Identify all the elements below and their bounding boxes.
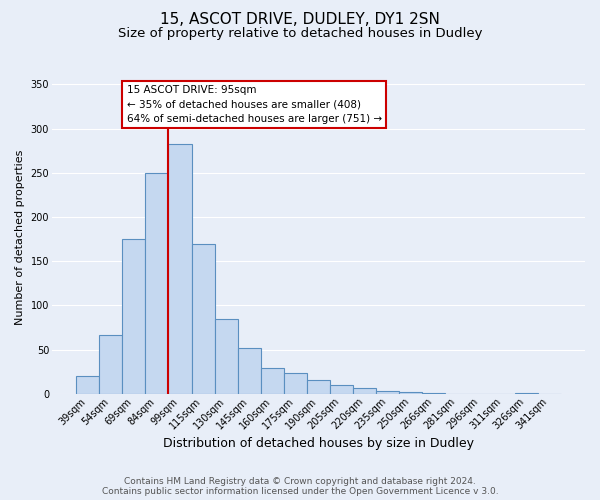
Bar bbox=[399, 392, 422, 394]
Y-axis label: Number of detached properties: Number of detached properties bbox=[15, 149, 25, 324]
Bar bbox=[191, 244, 215, 394]
Bar bbox=[238, 348, 261, 394]
Bar bbox=[422, 393, 445, 394]
Text: Size of property relative to detached houses in Dudley: Size of property relative to detached ho… bbox=[118, 28, 482, 40]
Bar bbox=[215, 318, 238, 394]
Text: Contains public sector information licensed under the Open Government Licence v : Contains public sector information licen… bbox=[101, 486, 499, 496]
Text: 15 ASCOT DRIVE: 95sqm
← 35% of detached houses are smaller (408)
64% of semi-det: 15 ASCOT DRIVE: 95sqm ← 35% of detached … bbox=[127, 84, 382, 124]
Bar bbox=[307, 380, 330, 394]
Bar bbox=[99, 336, 122, 394]
Bar bbox=[261, 368, 284, 394]
Bar bbox=[284, 372, 307, 394]
Bar bbox=[122, 239, 145, 394]
Bar bbox=[76, 376, 99, 394]
Bar bbox=[330, 385, 353, 394]
Bar bbox=[353, 388, 376, 394]
X-axis label: Distribution of detached houses by size in Dudley: Distribution of detached houses by size … bbox=[163, 437, 474, 450]
Bar bbox=[169, 144, 191, 394]
Text: Contains HM Land Registry data © Crown copyright and database right 2024.: Contains HM Land Registry data © Crown c… bbox=[124, 476, 476, 486]
Bar bbox=[145, 173, 169, 394]
Text: 15, ASCOT DRIVE, DUDLEY, DY1 2SN: 15, ASCOT DRIVE, DUDLEY, DY1 2SN bbox=[160, 12, 440, 28]
Bar bbox=[376, 391, 399, 394]
Bar bbox=[515, 393, 538, 394]
